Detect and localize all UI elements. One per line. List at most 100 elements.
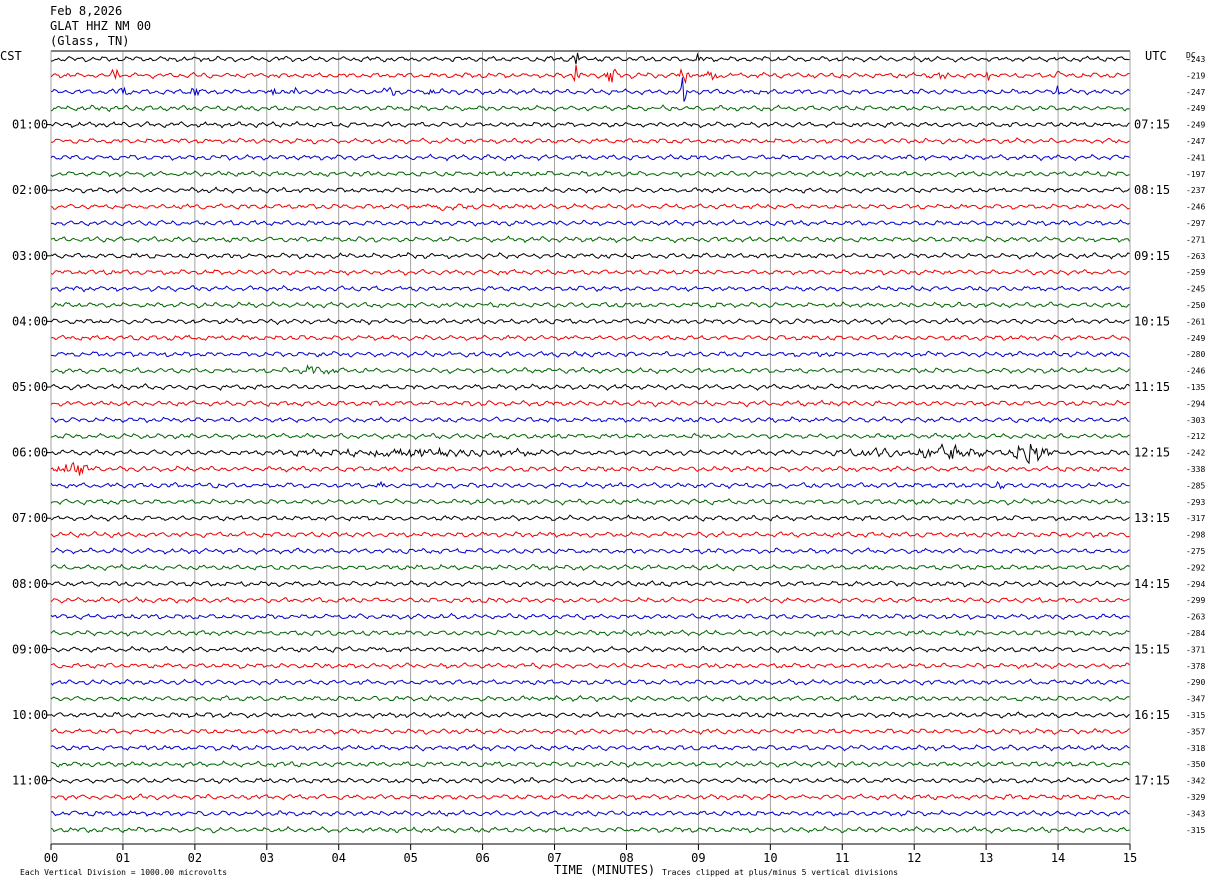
dc-offset-label: -315 — [1186, 826, 1205, 835]
cst-time-label: 11:00 — [12, 774, 48, 788]
x-tick-label: 10 — [763, 851, 777, 865]
dc-offset-label: -259 — [1186, 268, 1205, 277]
dc-offset-label: -292 — [1186, 563, 1205, 572]
trace-line — [50, 432, 1130, 441]
trace-line — [50, 645, 1130, 654]
dc-offset-label: -357 — [1186, 727, 1205, 736]
x-tick-label: 13 — [979, 851, 993, 865]
utc-time-label: 17:15 — [1134, 774, 1170, 788]
footer-clip-note: Traces clipped at plus/minus 5 vertical … — [662, 868, 899, 877]
trace-line — [50, 170, 1130, 178]
trace-line — [50, 268, 1130, 276]
x-tick-label: 00 — [44, 851, 58, 865]
dc-offset-label: -271 — [1186, 235, 1205, 244]
utc-axis-label: UTC — [1145, 49, 1167, 63]
dc-offset-label: -315 — [1186, 711, 1205, 720]
dc-offset-label: -261 — [1186, 317, 1205, 326]
utc-time-label: 11:15 — [1134, 380, 1170, 394]
trace-line — [50, 235, 1130, 244]
dc-offset-label: -243 — [1186, 55, 1205, 64]
dc-offset-label: -294 — [1186, 580, 1205, 589]
x-tick-label: 03 — [260, 851, 274, 865]
trace-line — [50, 727, 1130, 736]
dc-offset-label: -299 — [1186, 596, 1205, 605]
dc-offset-label: -303 — [1186, 416, 1205, 425]
trace-line — [50, 77, 1130, 102]
cst-time-label: 09:00 — [12, 642, 48, 656]
dc-offset-label: -263 — [1186, 613, 1205, 622]
dc-offset-label: -249 — [1186, 334, 1205, 343]
dc-offset-label: -318 — [1186, 744, 1205, 753]
x-tick-label: 08 — [619, 851, 633, 865]
dc-offset-label: -350 — [1186, 760, 1205, 769]
trace-line — [50, 711, 1130, 719]
dc-offset-label: -284 — [1186, 629, 1205, 638]
trace-line — [51, 137, 1130, 145]
dc-offset-label: -219 — [1186, 71, 1205, 80]
dc-offset-label: -263 — [1186, 252, 1205, 261]
x-tick-label: 11 — [835, 851, 849, 865]
utc-time-label: 15:15 — [1134, 642, 1170, 656]
x-tick-label: 07 — [547, 851, 561, 865]
dc-offset-label: -250 — [1186, 301, 1205, 310]
trace-line — [50, 334, 1130, 342]
trace-line — [50, 383, 1130, 391]
x-tick-label: 14 — [1051, 851, 1065, 865]
header-location: (Glass, TN) — [50, 34, 130, 48]
trace-line — [50, 678, 1130, 686]
trace-line — [50, 579, 1130, 588]
cst-time-label: 04:00 — [12, 314, 48, 328]
utc-time-label: 13:15 — [1134, 511, 1170, 525]
utc-time-label: 08:15 — [1134, 183, 1170, 197]
trace-line — [50, 514, 1130, 522]
trace-line — [50, 301, 1130, 309]
dc-offset-label: -241 — [1186, 153, 1205, 162]
trace-line — [50, 416, 1130, 424]
trace-line — [50, 251, 1130, 260]
trace-line — [50, 120, 1130, 129]
dc-offset-label: -212 — [1186, 432, 1205, 441]
dc-offset-label: -247 — [1186, 88, 1205, 97]
trace-line — [50, 825, 1130, 834]
dc-offset-label: -249 — [1186, 104, 1205, 113]
dc-offset-label: -285 — [1186, 481, 1205, 490]
x-axis-label: TIME (MINUTES) — [554, 863, 656, 877]
trace-line — [50, 760, 1130, 769]
dc-offset-label: -294 — [1186, 399, 1205, 408]
header-station: GLAT HHZ NM 00 — [50, 19, 152, 33]
x-tick-label: 04 — [332, 851, 346, 865]
trace-line — [50, 547, 1130, 555]
utc-time-label: 16:15 — [1134, 708, 1170, 722]
cst-axis-label: CST — [0, 49, 22, 63]
trace-line — [50, 530, 1130, 539]
trace-line — [50, 563, 1130, 572]
dc-offset-label: -347 — [1186, 695, 1205, 704]
trace-line — [50, 480, 1130, 490]
cst-time-label: 02:00 — [12, 183, 48, 197]
dc-offset-label: -280 — [1186, 350, 1205, 359]
utc-time-label: 10:15 — [1134, 314, 1170, 328]
x-tick-label: 02 — [188, 851, 202, 865]
trace-line — [50, 629, 1130, 637]
dc-offset-label: -297 — [1186, 219, 1205, 228]
dc-offset-label: -246 — [1186, 367, 1205, 376]
footer-scale-note: Each Vertical Division = 1000.00 microvo… — [20, 868, 228, 877]
x-tick-label: 06 — [475, 851, 489, 865]
trace-line — [50, 461, 1130, 476]
trace-line — [50, 498, 1130, 506]
dc-offset-label: -317 — [1186, 514, 1205, 523]
dc-offset-label: -246 — [1186, 203, 1205, 212]
dc-offset-label: -197 — [1186, 170, 1205, 179]
dc-offset-label: -378 — [1186, 662, 1205, 671]
header-date: Feb 8,2026 — [50, 4, 123, 18]
dc-label: DC — [1186, 51, 1196, 60]
trace-line — [50, 777, 1130, 785]
trace-line — [50, 743, 1130, 752]
trace-line — [50, 350, 1130, 358]
x-tick-label: 12 — [907, 851, 921, 865]
dc-offset-label: -342 — [1186, 777, 1205, 786]
trace-line — [50, 399, 1130, 408]
trace-line — [50, 694, 1130, 703]
trace-line — [50, 284, 1130, 293]
